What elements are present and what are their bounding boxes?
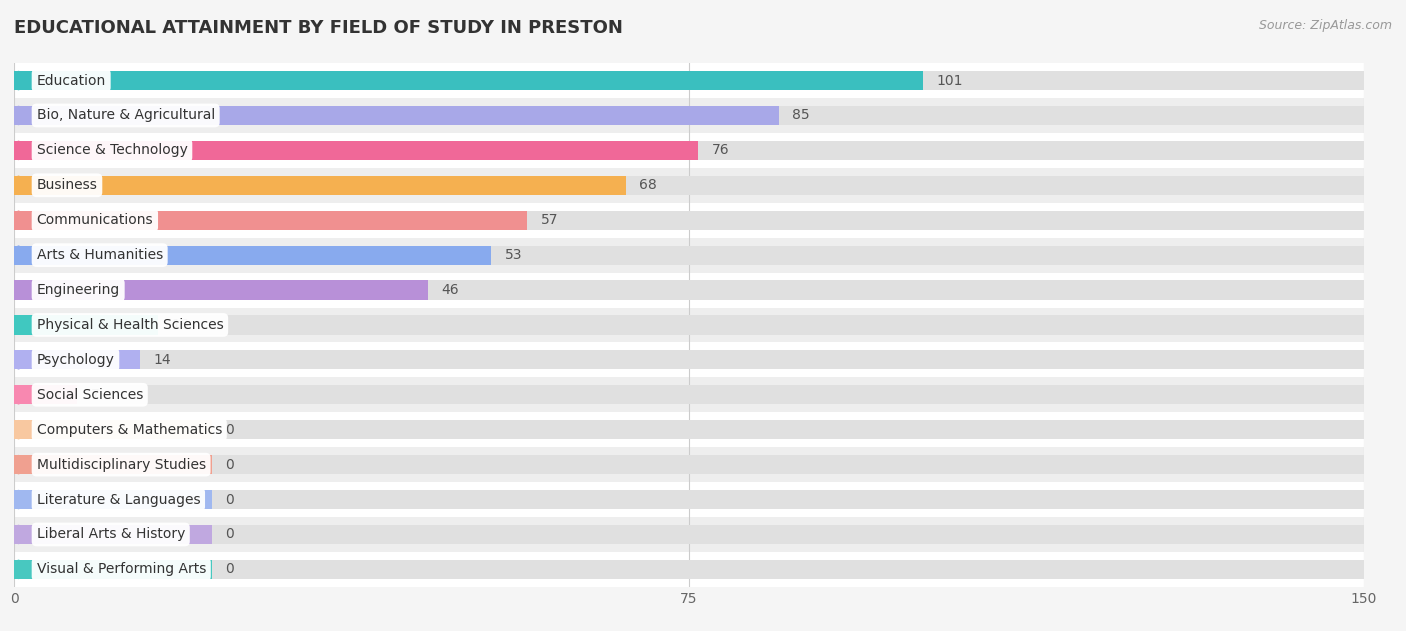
Circle shape bbox=[17, 386, 21, 404]
Bar bbox=[14, 377, 1364, 412]
Bar bbox=[14, 552, 1364, 587]
Text: Social Sciences: Social Sciences bbox=[37, 388, 143, 402]
Circle shape bbox=[17, 526, 21, 543]
Bar bbox=[14, 412, 1364, 447]
Text: 46: 46 bbox=[441, 283, 460, 297]
Bar bbox=[14, 420, 212, 439]
Text: 57: 57 bbox=[540, 213, 558, 227]
Bar bbox=[14, 211, 1364, 230]
Circle shape bbox=[17, 421, 21, 439]
Bar bbox=[14, 455, 212, 475]
Text: EDUCATIONAL ATTAINMENT BY FIELD OF STUDY IN PRESTON: EDUCATIONAL ATTAINMENT BY FIELD OF STUDY… bbox=[14, 19, 623, 37]
Text: Psychology: Psychology bbox=[37, 353, 114, 367]
Bar bbox=[14, 245, 491, 265]
Bar bbox=[14, 525, 1364, 544]
Text: 85: 85 bbox=[793, 109, 810, 122]
Bar bbox=[14, 203, 1364, 238]
Bar bbox=[14, 63, 1364, 98]
Bar bbox=[14, 385, 1364, 404]
Bar bbox=[14, 245, 1364, 265]
Circle shape bbox=[17, 560, 21, 579]
Bar bbox=[14, 490, 212, 509]
Bar bbox=[14, 447, 1364, 482]
Bar bbox=[14, 280, 1364, 300]
Circle shape bbox=[17, 351, 21, 369]
Bar bbox=[14, 420, 1364, 439]
Text: Source: ZipAtlas.com: Source: ZipAtlas.com bbox=[1258, 19, 1392, 32]
Text: Business: Business bbox=[37, 179, 97, 192]
Bar bbox=[14, 98, 1364, 133]
Circle shape bbox=[17, 107, 21, 124]
Circle shape bbox=[17, 211, 21, 229]
Bar bbox=[14, 343, 1364, 377]
Text: 16: 16 bbox=[172, 318, 190, 332]
Bar bbox=[14, 517, 1364, 552]
Text: 68: 68 bbox=[640, 179, 657, 192]
Bar bbox=[14, 71, 1364, 90]
Text: 7: 7 bbox=[90, 388, 100, 402]
Text: 0: 0 bbox=[225, 457, 235, 471]
Circle shape bbox=[17, 316, 21, 334]
Circle shape bbox=[17, 490, 21, 509]
Bar bbox=[14, 482, 1364, 517]
Text: 76: 76 bbox=[711, 143, 730, 157]
Text: Education: Education bbox=[37, 74, 105, 88]
Bar bbox=[14, 273, 1364, 307]
Circle shape bbox=[17, 71, 21, 90]
Bar bbox=[14, 560, 1364, 579]
Bar bbox=[14, 316, 157, 334]
Text: Multidisciplinary Studies: Multidisciplinary Studies bbox=[37, 457, 205, 471]
Circle shape bbox=[17, 176, 21, 194]
Bar bbox=[14, 385, 77, 404]
Bar bbox=[14, 560, 212, 579]
Text: Communications: Communications bbox=[37, 213, 153, 227]
Text: Arts & Humanities: Arts & Humanities bbox=[37, 248, 163, 262]
Bar bbox=[14, 307, 1364, 343]
Text: Visual & Performing Arts: Visual & Performing Arts bbox=[37, 562, 205, 576]
Text: Bio, Nature & Agricultural: Bio, Nature & Agricultural bbox=[37, 109, 215, 122]
Bar bbox=[14, 238, 1364, 273]
Circle shape bbox=[17, 456, 21, 474]
Bar bbox=[14, 280, 427, 300]
Bar bbox=[14, 175, 626, 195]
Text: 0: 0 bbox=[225, 562, 235, 576]
Bar bbox=[14, 133, 1364, 168]
Text: Liberal Arts & History: Liberal Arts & History bbox=[37, 528, 186, 541]
Bar bbox=[14, 455, 1364, 475]
Bar bbox=[14, 211, 527, 230]
Text: 14: 14 bbox=[153, 353, 172, 367]
Text: Physical & Health Sciences: Physical & Health Sciences bbox=[37, 318, 224, 332]
Bar bbox=[14, 106, 779, 125]
Circle shape bbox=[17, 246, 21, 264]
Bar bbox=[14, 350, 141, 370]
Circle shape bbox=[17, 281, 21, 299]
Text: Computers & Mathematics: Computers & Mathematics bbox=[37, 423, 222, 437]
Bar bbox=[14, 316, 1364, 334]
Bar bbox=[14, 168, 1364, 203]
Bar bbox=[14, 490, 1364, 509]
Bar bbox=[14, 175, 1364, 195]
Text: 101: 101 bbox=[936, 74, 963, 88]
Text: 0: 0 bbox=[225, 493, 235, 507]
Circle shape bbox=[17, 141, 21, 160]
Bar bbox=[14, 141, 697, 160]
Text: 53: 53 bbox=[505, 248, 522, 262]
Bar bbox=[14, 141, 1364, 160]
Text: Literature & Languages: Literature & Languages bbox=[37, 493, 200, 507]
Bar bbox=[14, 525, 212, 544]
Bar bbox=[14, 106, 1364, 125]
Text: Engineering: Engineering bbox=[37, 283, 120, 297]
Text: 0: 0 bbox=[225, 423, 235, 437]
Text: Science & Technology: Science & Technology bbox=[37, 143, 187, 157]
Bar bbox=[14, 350, 1364, 370]
Bar bbox=[14, 71, 922, 90]
Text: 0: 0 bbox=[225, 528, 235, 541]
